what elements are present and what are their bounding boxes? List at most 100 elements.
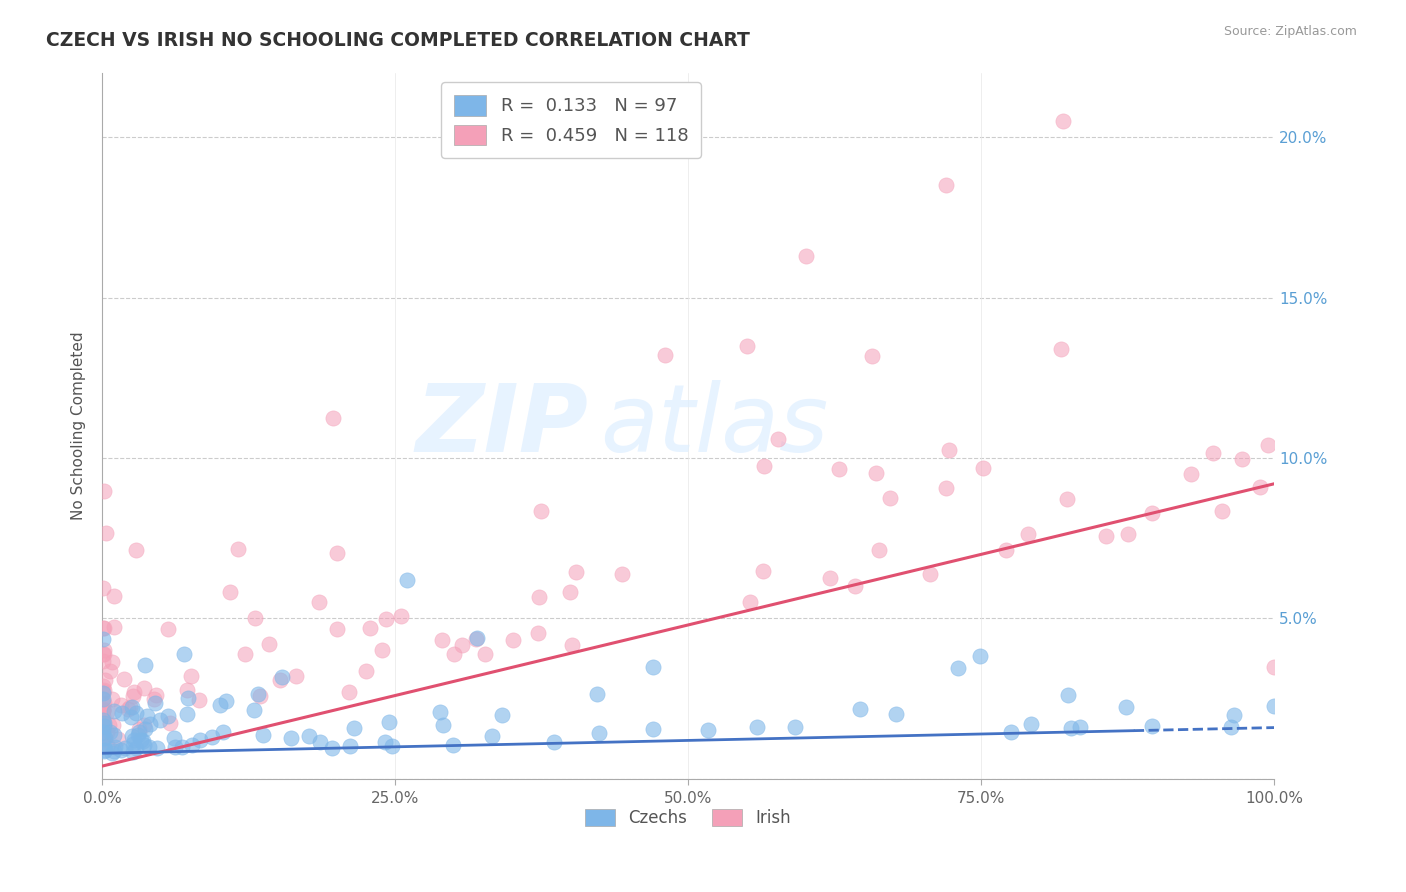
Point — [93, 483, 115, 498]
Point — [308, 735, 330, 749]
Point — [93, 725, 115, 739]
Point — [93, 719, 115, 733]
Point — [101, 692, 124, 706]
Point — [138, 740, 160, 755]
Point — [1257, 438, 1279, 452]
Point — [176, 706, 198, 721]
Point — [93, 703, 115, 717]
Point — [450, 638, 472, 652]
Point — [337, 685, 360, 699]
Point — [93, 704, 115, 718]
Point — [745, 720, 768, 734]
Point — [93, 698, 115, 712]
Point — [467, 631, 489, 645]
Point — [565, 565, 588, 579]
Point — [93, 685, 115, 699]
Point — [157, 708, 180, 723]
Point — [101, 718, 124, 732]
Point — [766, 433, 789, 447]
Point — [122, 684, 145, 698]
Point — [127, 728, 149, 742]
Point — [1249, 480, 1271, 494]
Point — [188, 733, 211, 747]
Point — [176, 683, 198, 698]
Point — [138, 716, 160, 731]
Point — [121, 729, 143, 743]
Point — [134, 718, 156, 732]
Point — [96, 725, 118, 739]
Point — [879, 491, 901, 505]
Point — [377, 714, 399, 729]
Point — [326, 546, 349, 560]
Point — [530, 504, 553, 518]
Point — [93, 713, 115, 727]
Point — [247, 687, 270, 701]
Point — [93, 715, 115, 730]
Point — [325, 622, 347, 636]
Point — [527, 590, 550, 604]
Point — [149, 714, 172, 728]
Point — [101, 655, 124, 669]
Point — [122, 689, 145, 703]
Point — [96, 738, 118, 752]
Point — [93, 647, 115, 661]
Point — [441, 739, 464, 753]
Point — [321, 740, 343, 755]
Point — [170, 739, 193, 754]
Point — [935, 481, 957, 495]
Point — [429, 705, 451, 719]
Point — [209, 698, 232, 712]
Point — [93, 722, 115, 736]
Point — [125, 706, 148, 720]
Point — [558, 585, 581, 599]
Point — [110, 698, 132, 713]
Point — [481, 729, 503, 743]
Point — [145, 696, 167, 710]
Point — [120, 709, 142, 723]
Point — [370, 643, 392, 657]
Point — [252, 728, 274, 742]
Point — [156, 622, 179, 636]
Point — [1222, 708, 1244, 723]
Point — [1115, 699, 1137, 714]
Text: atlas: atlas — [600, 381, 828, 472]
Point — [1000, 724, 1022, 739]
Point — [142, 692, 165, 706]
Point — [1220, 720, 1243, 734]
Point — [395, 573, 418, 587]
Point — [1060, 722, 1083, 736]
Point — [356, 664, 378, 678]
Point — [93, 703, 115, 717]
Point — [93, 684, 115, 698]
Point — [136, 708, 159, 723]
Point — [740, 594, 762, 608]
Point — [946, 661, 969, 675]
Point — [381, 739, 404, 754]
Point — [752, 564, 775, 578]
Point — [430, 633, 453, 648]
Text: ZIP: ZIP — [416, 380, 589, 472]
Point — [163, 731, 186, 745]
Point — [935, 178, 957, 193]
Point — [1056, 491, 1078, 506]
Point — [1232, 451, 1254, 466]
Point — [844, 579, 866, 593]
Point — [1017, 527, 1039, 541]
Point — [588, 726, 610, 740]
Point — [783, 720, 806, 734]
Point — [249, 689, 271, 703]
Point — [103, 744, 125, 758]
Point — [1180, 467, 1202, 481]
Point — [125, 741, 148, 756]
Text: CZECH VS IRISH NO SCHOOLING COMPLETED CORRELATION CHART: CZECH VS IRISH NO SCHOOLING COMPLETED CO… — [46, 31, 751, 50]
Point — [112, 672, 135, 686]
Y-axis label: No Schooling Completed: No Schooling Completed — [72, 332, 86, 520]
Point — [298, 729, 321, 743]
Point — [1095, 529, 1118, 543]
Point — [938, 442, 960, 457]
Point — [308, 595, 330, 609]
Point — [93, 715, 115, 730]
Point — [128, 723, 150, 737]
Point — [212, 724, 235, 739]
Point — [1140, 506, 1163, 520]
